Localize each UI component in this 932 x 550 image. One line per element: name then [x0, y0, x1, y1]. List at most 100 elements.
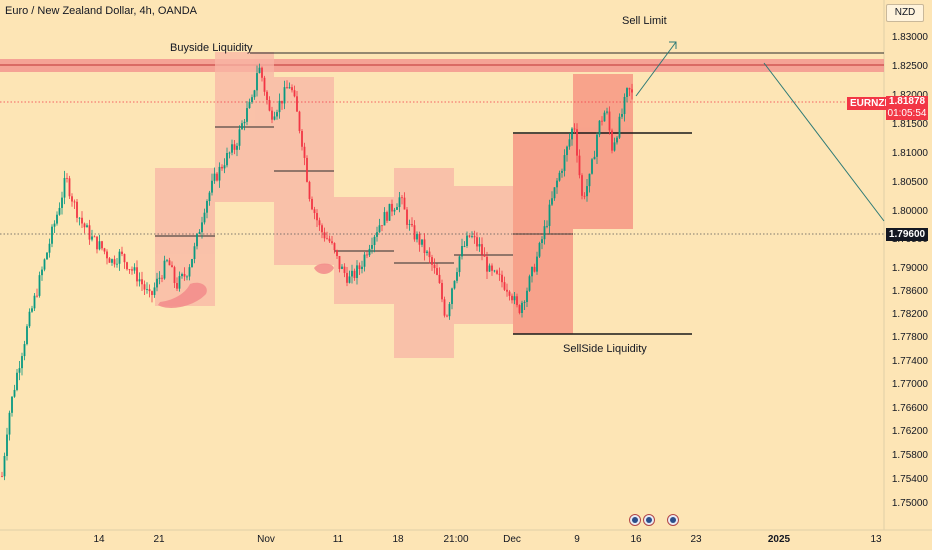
candle-body: [598, 120, 601, 135]
candle-body: [496, 270, 498, 274]
candle-body: [531, 266, 533, 277]
candle-body: [23, 344, 26, 357]
candle-body: [413, 225, 416, 240]
candle-body: [161, 277, 163, 279]
candle-body: [451, 288, 453, 305]
highlight-mark: [314, 263, 334, 274]
candle-body: [483, 254, 486, 257]
candle-body: [266, 91, 268, 101]
zone-box-strong[interactable]: [573, 74, 633, 229]
candle-body: [471, 236, 473, 237]
candle-body: [48, 243, 51, 253]
candle-body: [216, 173, 218, 181]
candle-body: [441, 283, 443, 300]
price-tick-label: 1.83000: [891, 32, 928, 43]
candle-body: [548, 204, 551, 226]
projection-arrows: [635, 41, 885, 222]
candle-body: [188, 267, 191, 277]
candle-body: [351, 270, 353, 277]
candle-body: [398, 197, 401, 208]
time-tick-label: 2025: [767, 534, 791, 545]
sellside-label: SellSide Liquidity: [563, 343, 647, 355]
candle-body: [371, 245, 373, 249]
candle-body: [373, 236, 376, 246]
candle-body: [491, 265, 493, 271]
candle-body: [603, 112, 606, 122]
candle-body: [551, 198, 553, 205]
candle-body: [33, 295, 36, 309]
candle-body: [281, 100, 283, 104]
price-tick-label: 1.79000: [891, 263, 928, 274]
candle-body: [541, 239, 543, 243]
candle-body: [111, 259, 113, 263]
candle-body: [376, 232, 378, 237]
candle-body: [443, 299, 446, 316]
candle-body: [328, 238, 331, 242]
candle-body: [56, 214, 58, 224]
time-tick-label: Nov: [257, 534, 275, 545]
candle-body: [43, 259, 46, 270]
economic-event-icon[interactable]: [643, 514, 655, 526]
candle-body: [476, 237, 478, 247]
candle-body: [113, 259, 116, 265]
currency-button[interactable]: NZD: [886, 4, 924, 22]
candle-body: [153, 287, 156, 295]
candle-body: [401, 197, 403, 199]
candle-body: [526, 290, 528, 302]
candle-body: [288, 87, 291, 89]
candle-body: [606, 111, 608, 113]
candle-body: [528, 276, 531, 291]
candle-body: [221, 166, 223, 169]
candle-body: [106, 251, 108, 259]
candle-body: [318, 220, 321, 226]
candle-body: [151, 291, 153, 295]
candle-body: [201, 222, 203, 233]
candle-body: [163, 260, 166, 279]
time-tick-label: Dec: [503, 534, 521, 545]
price-tick-label: 1.82500: [891, 61, 928, 72]
candle-body: [556, 180, 558, 188]
economic-event-icon[interactable]: [667, 514, 679, 526]
candle-body: [236, 145, 238, 150]
candle-body: [601, 120, 603, 122]
candle-body: [588, 173, 591, 187]
candle-body: [238, 129, 241, 146]
candles[interactable]: [1, 63, 633, 481]
candle-body: [293, 90, 296, 97]
candle-body: [313, 209, 316, 214]
symbol-title[interactable]: Euro / New Zealand Dollar, 4h, OANDA: [5, 5, 197, 17]
candle-body: [568, 139, 571, 147]
candle-body: [406, 209, 408, 225]
candle-body: [431, 257, 433, 265]
zone-box[interactable]: [155, 168, 215, 306]
price-tick-label: 1.78200: [891, 309, 928, 320]
candle-body: [411, 224, 413, 226]
candle-body: [31, 308, 33, 312]
candle-body: [448, 304, 451, 317]
candle-body: [171, 265, 173, 268]
price-axis-panel[interactable]: [884, 0, 932, 550]
economic-event-icon[interactable]: [629, 514, 641, 526]
candle-body: [423, 239, 426, 254]
candle-body: [453, 280, 456, 289]
time-tick-label: 16: [630, 534, 642, 545]
candle-body: [393, 209, 396, 212]
candle-body: [211, 180, 213, 193]
candle-body: [41, 269, 43, 276]
candle-body: [46, 252, 48, 260]
candle-body: [126, 262, 128, 270]
candle-body: [6, 434, 8, 456]
candle-body: [566, 146, 568, 156]
candle-body: [533, 266, 536, 272]
candle-body: [243, 121, 246, 124]
price-tick-label: 1.80500: [891, 177, 928, 188]
candle-body: [333, 243, 336, 251]
candle-body: [78, 217, 81, 219]
time-tick-label: 21: [153, 534, 165, 545]
candle-body: [573, 128, 576, 130]
price-tick-label: 1.76200: [891, 426, 928, 437]
candle-body: [66, 177, 68, 179]
candle-body: [506, 289, 508, 292]
candle-body: [198, 232, 201, 234]
